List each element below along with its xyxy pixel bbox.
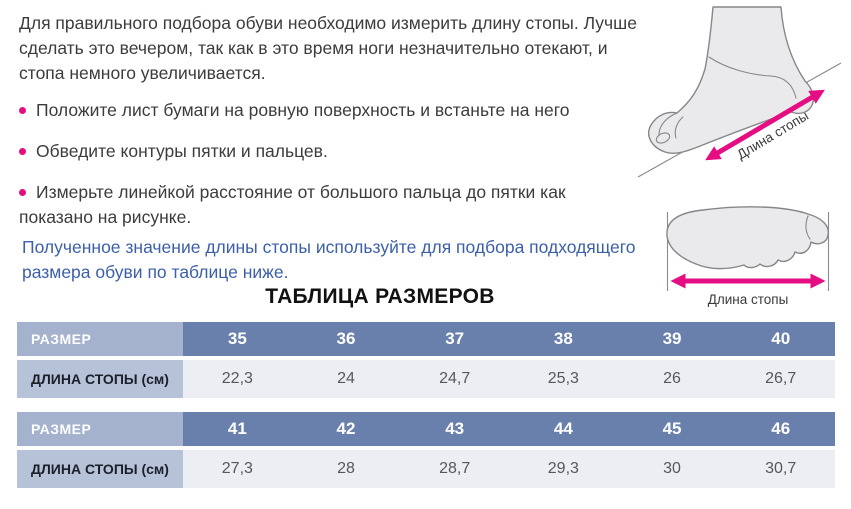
length-cell: 26 <box>617 360 727 398</box>
length-cell: 28 <box>291 450 401 488</box>
size-cell: 38 <box>509 322 618 356</box>
size-header-row: РАЗМЕР 41 42 43 44 45 46 <box>17 412 836 446</box>
bullet-dot-icon <box>19 189 26 196</box>
intro-paragraph: Для правильного подбора обуви необходимо… <box>19 13 637 83</box>
sole-foot-illustration: Длина стопы <box>648 190 848 308</box>
side-foot-svg: Длина стопы <box>637 6 842 178</box>
length-cell: 30,7 <box>726 450 836 488</box>
length-cell: 28,7 <box>400 450 510 488</box>
size-tables: РАЗМЕР 35 36 37 38 39 40 ДЛИНА СТОПЫ (см… <box>17 322 836 488</box>
size-cell: 37 <box>400 322 510 356</box>
instep-contour <box>708 56 797 99</box>
size-cell: 42 <box>291 412 401 446</box>
bullet-item-3: Измерьте линейкой расстояние от большого… <box>19 180 639 230</box>
size-cell: 43 <box>400 412 510 446</box>
measurement-note: Полученное значение длины стопы использу… <box>22 237 636 282</box>
footprint-outline <box>666 206 829 270</box>
size-table-title: ТАБЛИЦА РАЗМЕРОВ <box>265 285 495 308</box>
bullet-text: Положите лист бумаги на ровную поверхнос… <box>36 100 570 120</box>
instructions-column: Для правильного подбора обуви необходимо… <box>19 11 649 285</box>
length-cell: 24,7 <box>400 360 510 398</box>
size-cell: 44 <box>509 412 618 446</box>
length-value-row: ДЛИНА СТОПЫ (см) 27,3 28 28,7 29,3 30 30… <box>17 450 836 488</box>
size-cell: 46 <box>726 412 836 446</box>
size-cell: 35 <box>183 322 292 356</box>
length-cell: 30 <box>617 450 727 488</box>
length-value-row: ДЛИНА СТОПЫ (см) 22,3 24 24,7 25,3 26 26… <box>17 360 836 398</box>
size-cell: 36 <box>291 322 401 356</box>
bullet-dot-icon <box>19 107 26 114</box>
big-toe-line <box>658 112 678 136</box>
length-cell: 24 <box>291 360 401 398</box>
size-cell: 41 <box>183 412 292 446</box>
bullet-text: Измерьте линейкой расстояние от большого… <box>19 182 566 227</box>
length-row-header: ДЛИНА СТОПЫ (см) <box>17 450 183 488</box>
length-arrow-label: Длина стопы <box>708 292 789 307</box>
bullet-text: Обведите контуры пятки и пальцев. <box>36 141 328 161</box>
toenail <box>655 132 671 144</box>
size-table-35-40: РАЗМЕР 35 36 37 38 39 40 ДЛИНА СТОПЫ (см… <box>17 322 836 398</box>
length-cell: 26,7 <box>726 360 836 398</box>
length-cell: 25,3 <box>509 360 618 398</box>
size-cell: 39 <box>617 322 727 356</box>
size-cell: 40 <box>726 322 836 356</box>
side-foot-illustration: Длина стопы <box>633 5 848 187</box>
sole-foot-svg: Длина стопы <box>666 206 830 307</box>
size-table-41-46: РАЗМЕР 41 42 43 44 45 46 ДЛИНА СТОПЫ (см… <box>17 412 836 488</box>
length-cell: 29,3 <box>509 450 618 488</box>
bullet-dot-icon <box>19 148 26 155</box>
length-row-header: ДЛИНА СТОПЫ (см) <box>17 360 183 398</box>
second-toe-line <box>674 116 684 139</box>
bullet-item-1: Положите лист бумаги на ровную поверхнос… <box>19 98 639 123</box>
length-arrow-icon <box>705 89 825 161</box>
length-cell: 27,3 <box>183 450 292 488</box>
size-row-header: РАЗМЕР <box>17 322 183 356</box>
length-cell: 22,3 <box>183 360 292 398</box>
big-toe-separation <box>805 215 811 240</box>
size-header-row: РАЗМЕР 35 36 37 38 39 40 <box>17 322 836 356</box>
size-cell: 45 <box>617 412 727 446</box>
bullet-item-2: Обведите контуры пятки и пальцев. <box>19 139 639 164</box>
size-row-header: РАЗМЕР <box>17 412 183 446</box>
